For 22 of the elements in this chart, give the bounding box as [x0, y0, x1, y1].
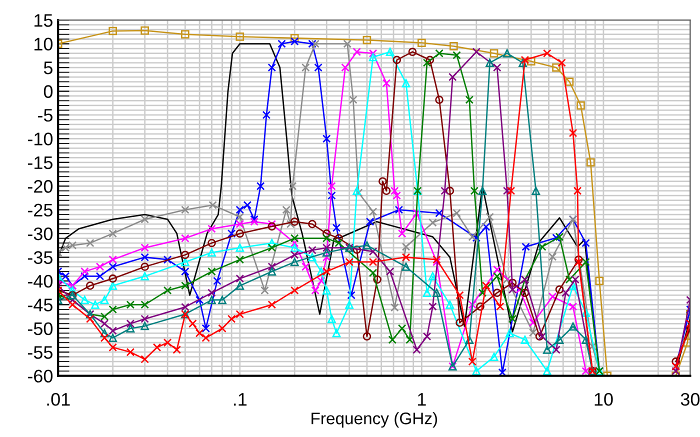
x-tick-label: 10: [594, 392, 613, 406]
x-tick-label: .01: [47, 392, 70, 406]
x-tick-label: .1: [234, 393, 247, 406]
y-tick-label: -55: [28, 346, 52, 359]
y-tick-label: 10: [34, 38, 53, 51]
y-tick-label: -5: [38, 109, 52, 122]
y-tick-label: -35: [28, 251, 52, 264]
y-tick-label: -40: [28, 274, 53, 288]
x-axis-title: Frequency (GHz): [312, 412, 438, 428]
y-tick-label: 5: [44, 62, 52, 74]
x-tick-label: 1: [418, 393, 426, 406]
y-tick-label: -60: [28, 370, 53, 383]
x-tick-label: 30: [680, 392, 700, 406]
y-tick-label: -25: [28, 204, 52, 217]
y-tick-label: -45: [28, 298, 52, 312]
y-tick-label: 0: [44, 85, 53, 98]
y-tick-label: -10: [28, 132, 53, 146]
y-tick-label: -50: [28, 322, 53, 336]
y-tick-label: 15: [34, 14, 52, 27]
y-tick-label: -30: [28, 227, 53, 240]
y-tick-label: -20: [28, 180, 53, 193]
y-tick-label: -15: [28, 156, 52, 170]
